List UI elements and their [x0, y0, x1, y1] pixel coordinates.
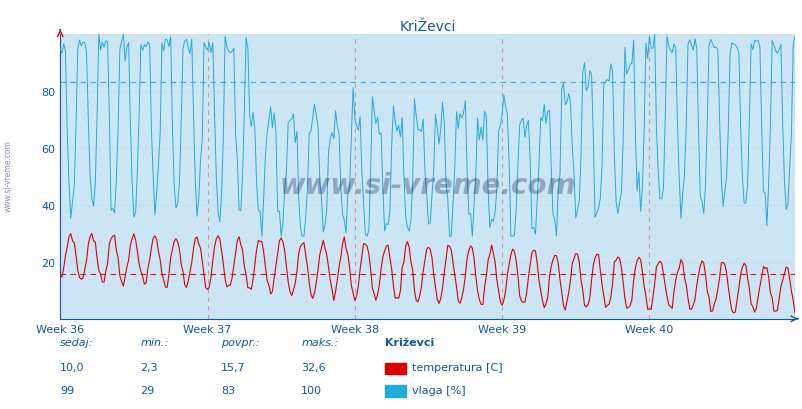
Title: KriŽevci: KriŽevci — [399, 20, 456, 34]
Text: maks.:: maks.: — [301, 337, 338, 348]
Text: 99: 99 — [60, 384, 75, 395]
Text: vlaga [%]: vlaga [%] — [411, 384, 465, 395]
Text: 15,7: 15,7 — [221, 362, 245, 372]
Text: 100: 100 — [301, 384, 322, 395]
Text: www.si-vreme.com: www.si-vreme.com — [3, 140, 13, 212]
Text: 10,0: 10,0 — [60, 362, 85, 372]
Text: povpr.:: povpr.: — [221, 337, 259, 348]
Text: 83: 83 — [221, 384, 235, 395]
Text: Križevci: Križevci — [385, 337, 434, 348]
Text: 29: 29 — [140, 384, 155, 395]
Text: min.:: min.: — [140, 337, 168, 348]
Text: sedaj:: sedaj: — [60, 337, 94, 348]
Text: 2,3: 2,3 — [140, 362, 158, 372]
Text: temperatura [C]: temperatura [C] — [411, 362, 502, 372]
Text: www.si-vreme.com: www.si-vreme.com — [279, 171, 575, 199]
Text: 32,6: 32,6 — [301, 362, 326, 372]
